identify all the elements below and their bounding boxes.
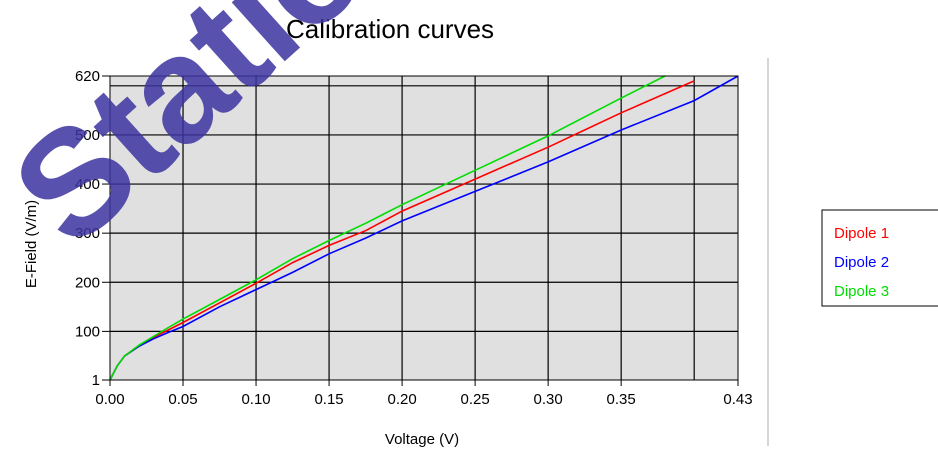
series-lines — [109, 75, 739, 381]
y-tick-label: 620 — [75, 68, 100, 85]
chart-title: Calibration curves — [286, 14, 494, 44]
legend-entry: Dipole 1 — [834, 225, 889, 242]
y-tick-label: 400 — [75, 176, 100, 193]
legend: Dipole 1 Dipole 2 Dipole 3 — [821, 209, 938, 307]
x-tick-label: 0.30 — [534, 391, 563, 408]
plot-area — [110, 76, 738, 380]
x-tick-label: 0.43 — [723, 391, 752, 408]
legend-box — [821, 209, 938, 307]
x-axis-label: Voltage (V) — [385, 431, 459, 448]
x-tick-label: 0.35 — [607, 391, 636, 408]
plot-border — [109, 75, 739, 381]
axis-ticks: 0.00 0.05 0.10 0.15 0.20 0.25 0.30 0.35 0.43 1 100… — [75, 68, 753, 408]
legend-entry: Dipole 3 — [834, 283, 889, 300]
y-axis-label: E-Field (V/m) — [23, 200, 40, 288]
y-tick-label: 500 — [75, 127, 100, 144]
x-tick-label: 0.05 — [168, 391, 197, 408]
series-line-dipole-3 — [109, 75, 666, 381]
x-tick-label: 0.00 — [95, 391, 124, 408]
x-tick-label: 0.20 — [387, 391, 416, 408]
y-tick-label: 1 — [92, 372, 100, 389]
y-tick-label: 100 — [75, 323, 100, 340]
y-tick-label: 300 — [75, 225, 100, 242]
x-tick-label: 0.25 — [461, 391, 490, 408]
legend-entry: Dipole 2 — [834, 254, 889, 271]
grid-lines — [110, 76, 738, 380]
y-tick-label: 200 — [75, 274, 100, 291]
x-tick-label: 0.10 — [241, 391, 270, 408]
x-tick-label: 0.15 — [314, 391, 343, 408]
